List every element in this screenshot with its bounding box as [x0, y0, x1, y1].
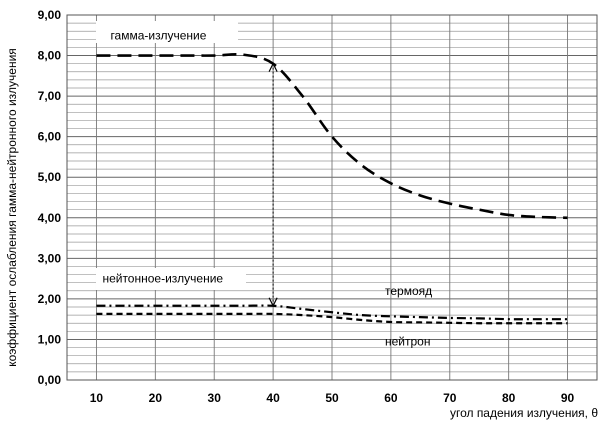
annotation-label: нейтрон: [385, 334, 430, 348]
x-axis-title: угол падения излучения, θ: [450, 406, 598, 420]
x-tick-label: 90: [561, 391, 575, 405]
annotation-label: нейтонное-излучение: [102, 272, 223, 286]
series-line-3: [96, 312, 568, 325]
y-tick-label: 4,00: [38, 211, 62, 225]
y-tick-label: 9,00: [38, 8, 62, 22]
x-tick-label: 30: [208, 391, 222, 405]
y-tick-label: 8,00: [38, 49, 62, 63]
y-axis-title: коэффициент ослабления гамма-нейтронного…: [5, 48, 19, 367]
y-tick-label: 0,00: [38, 373, 62, 387]
grid: [66, 14, 598, 381]
x-tick-label: 50: [325, 391, 339, 405]
annotation-box: [96, 21, 238, 43]
arrow-head-down: [268, 297, 278, 308]
annotations-layer: гамма-излучение нейтонное-излучение термоя…: [96, 21, 432, 348]
y-tick-label: 1,00: [38, 332, 62, 346]
arrow-head-up: [268, 62, 278, 72]
x-tick-label: 20: [149, 391, 163, 405]
y-tick-label: 6,00: [38, 130, 62, 144]
annotation-label: термояд: [385, 284, 432, 298]
y-tick-label: 2,00: [38, 292, 62, 306]
y-tick-label: 3,00: [38, 251, 62, 265]
annotation-label: гамма-излучение: [110, 28, 206, 42]
x-tick-label: 40: [266, 391, 280, 405]
x-tick-label: 70: [443, 391, 457, 405]
x-tick-label: 80: [502, 391, 516, 405]
plot-frame: [66, 14, 598, 381]
annotation-box: [96, 268, 246, 290]
series-line-2: [96, 304, 568, 321]
x-tick-label: 10: [90, 391, 104, 405]
arrow-layer: [268, 62, 278, 308]
tick-labels: 0,00 1,00 2,00 3,00 4,00 5,00 6,00 7,00 8,00 9,00…: [38, 8, 575, 405]
y-tick-label: 7,00: [38, 89, 62, 103]
y-tick-label: 5,00: [38, 170, 62, 184]
x-tick-label: 60: [384, 391, 398, 405]
series-line-1: [96, 52, 568, 220]
series-layer: [96, 52, 568, 325]
